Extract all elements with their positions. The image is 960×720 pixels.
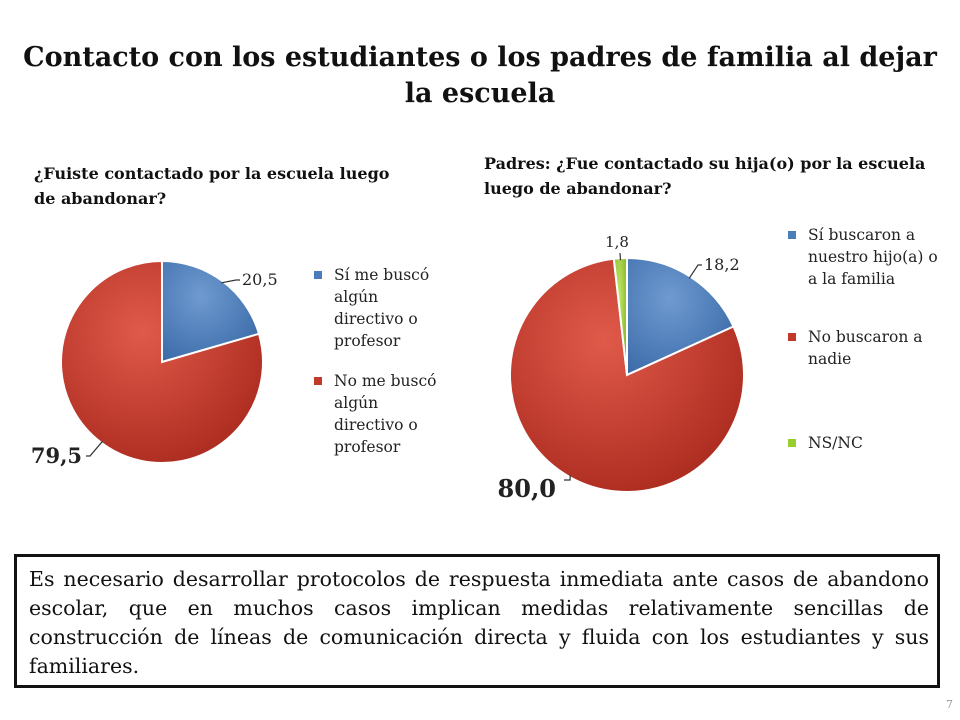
conclusion-text: Es necesario desarrollar protocolos de r…: [29, 567, 929, 678]
legend-label: No buscaron a nadie: [808, 328, 923, 368]
legend-swatch-red: [788, 333, 796, 341]
data-label: 79,5: [31, 443, 82, 468]
legend-label: Sí me buscó algún directivo o profesor: [334, 266, 430, 350]
pie-chart-parents: 18,2 80,0 1,8: [498, 233, 745, 503]
legend-swatch-blue: [788, 231, 796, 239]
legend-label: Sí buscaron a nuestro hijo(a) o a la fam…: [808, 226, 938, 288]
legend-swatch-blue: [314, 271, 322, 279]
pie-chart-students: 20,5 79,5: [31, 259, 278, 468]
pie-slice-2: [509, 257, 745, 493]
data-label: 80,0: [498, 474, 556, 503]
legend-label: No me buscó algún directivo o profesor: [334, 372, 437, 456]
legend-left: Sí me buscó algún directivo o profesor N…: [314, 264, 464, 474]
pie-slice-1: [161, 259, 261, 364]
slide-title: Contacto con los estudiantes o los padre…: [23, 42, 937, 109]
data-label: 20,5: [242, 270, 278, 289]
leader-line: [564, 475, 571, 481]
leader-line: [86, 440, 104, 457]
chart-right-title: Padres: ¿Fue contactado su hija(o) por l…: [484, 154, 926, 198]
chart-left-title: ¿Fuiste contactado por la escuela luego …: [34, 164, 390, 208]
legend-label: NS/NC: [808, 434, 863, 452]
legend-swatch-red: [314, 377, 322, 385]
legend-swatch-green: [788, 439, 796, 447]
data-label: 18,2: [704, 255, 740, 274]
data-label: 1,8: [605, 233, 629, 251]
legend-right: Sí buscaron a nuestro hijo(a) o a la fam…: [788, 224, 948, 464]
page-number: 7: [946, 698, 953, 711]
leader-line: [619, 252, 622, 261]
conclusion-box: Es necesario desarrollar protocolos de r…: [14, 554, 940, 688]
leader-line: [221, 279, 240, 284]
leader-line: [688, 264, 702, 279]
